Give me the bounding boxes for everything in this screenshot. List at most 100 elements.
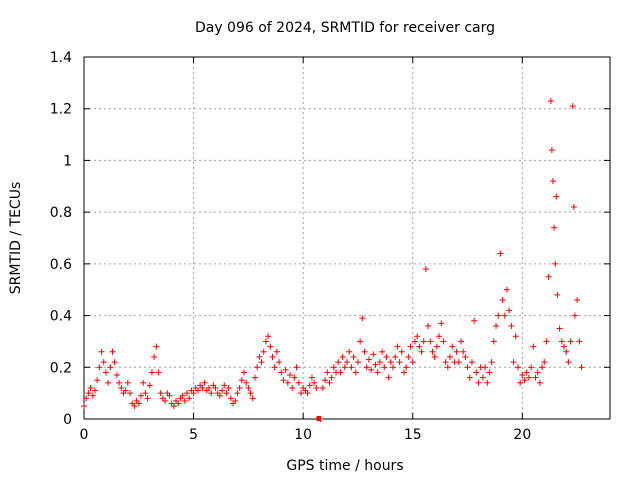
data-point [429,348,436,355]
data-point [131,403,138,410]
data-point [89,392,96,399]
data-point [482,364,489,371]
data-point [179,392,186,399]
data-point [525,374,532,381]
data-point [473,369,480,376]
data-point [570,203,577,210]
data-point [556,325,563,332]
y-tick-labels: 0 0.2 0.4 0.6 0.8 1 1.2 1.4 [50,50,72,428]
annotations [316,416,321,421]
data-point [565,359,572,366]
data-point [278,369,285,376]
y-tick-label: 1.4 [50,50,72,66]
data-point [287,372,294,379]
data-point [311,379,318,386]
data-point [503,286,510,293]
data-point [475,379,482,386]
data-point [344,359,350,366]
data-point [157,390,164,397]
data-point [81,403,87,410]
data-point [282,366,289,373]
data-point [390,364,397,371]
data-point [541,359,548,366]
data-point [455,359,462,366]
data-point [348,364,355,371]
data-point [379,348,386,355]
data-point [319,384,326,391]
data-point [201,379,208,386]
data-point [560,343,567,350]
data-point [208,390,215,397]
data-point [102,369,109,376]
data-point [471,317,478,324]
data-point [396,359,403,366]
data-point [444,364,451,371]
chart-title: Day 096 of 2024, SRMTID for receiver car… [195,20,495,36]
data-point [495,312,502,319]
data-point [341,364,348,371]
data-point [135,400,142,407]
data-point [170,403,177,410]
data-point [497,250,504,257]
zero-marker [316,416,321,421]
data-point [387,359,394,366]
data-point [153,343,160,350]
data-point [558,338,565,345]
data-point [381,364,388,371]
data-point [550,178,557,185]
data-point [383,353,390,360]
data-point [359,315,366,322]
data-point [400,369,407,376]
data-point [554,291,561,298]
data-point [181,397,188,404]
data-point [295,379,302,386]
y-tick-label: 1.2 [50,102,72,118]
plot-frame [83,56,611,420]
data-point [553,193,560,200]
axis-ticks [83,56,610,420]
data-point [328,374,335,381]
data-point [148,369,155,376]
y-tick-label: 0.8 [50,205,72,221]
data-point [105,379,112,386]
data-point [124,379,131,386]
data-point [486,369,493,376]
data-point [308,374,315,381]
data-point [330,364,337,371]
data-point [350,353,357,360]
data-point [552,260,559,267]
data-point [460,348,467,355]
data-point [352,369,359,376]
data-point [418,348,425,355]
data-point [346,348,353,355]
data-point [567,338,574,345]
x-tick-label: 20 [513,427,531,443]
data-point [243,379,250,386]
x-tick-label: 5 [189,427,198,443]
data-point [260,348,267,355]
data-point [462,353,469,360]
data-point [506,307,513,314]
data-point [212,384,219,391]
data-point [407,343,414,350]
y-tick-label: 0.4 [50,309,72,325]
data-point [216,392,223,399]
data-point [512,333,519,340]
data-point [113,372,120,379]
data-point [433,343,440,350]
x-tick-labels: 0 5 10 15 20 [80,427,532,443]
data-point [111,359,118,366]
data-point [414,333,421,340]
data-point [363,364,370,371]
data-point [574,297,581,304]
data-point [409,359,416,366]
y-tick-label: 1 [63,153,72,169]
data-point [122,387,129,394]
data-point [221,382,228,389]
data-point [240,369,247,376]
data-point [236,384,243,391]
data-point [269,353,276,360]
data-point [291,374,298,381]
data-point [466,374,473,381]
data-point [440,338,447,345]
